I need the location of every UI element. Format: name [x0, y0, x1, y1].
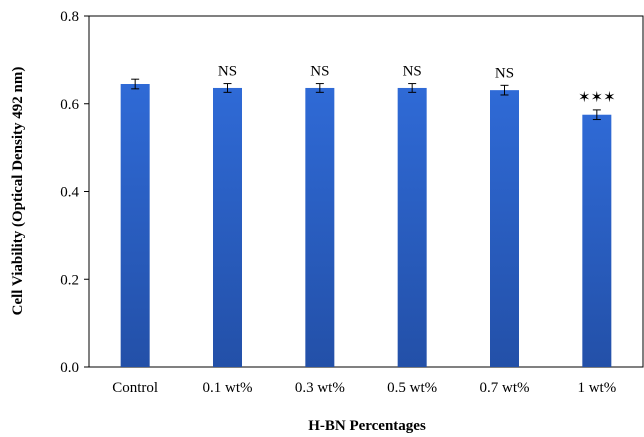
x-tick-label: 0.3 wt% — [295, 380, 345, 396]
bar — [582, 114, 612, 367]
significance-label: NS — [310, 64, 329, 80]
bar — [397, 87, 427, 367]
x-tick-label: 0.1 wt% — [203, 380, 253, 396]
bar — [305, 87, 335, 367]
y-axis-title: Cell Viability (Optical Density 492 nm) — [10, 67, 26, 316]
y-tick-label: 0.8 — [60, 9, 79, 25]
y-tick-label: 0.6 — [60, 97, 79, 113]
x-tick-label: Control — [112, 380, 158, 396]
y-tick-label: 0.4 — [60, 185, 79, 201]
bar — [120, 84, 150, 367]
significance-label: NS — [218, 64, 237, 80]
x-tick-label: 1 wt% — [577, 380, 616, 396]
plot-area: 0.0 0.2 0.4 0.6 0.8 Control 0.1 wt% NS 0.3 wt% NS… — [60, 9, 644, 396]
y-tick-label: 0.2 — [60, 272, 79, 288]
x-tick-label: 0.5 wt% — [387, 380, 437, 396]
bar — [490, 90, 519, 368]
x-axis-title: H-BN Percentages — [308, 418, 426, 434]
plot-frame — [88, 15, 644, 368]
significance-label: NS — [403, 64, 422, 80]
bar — [213, 87, 242, 367]
significance-label: ✶✶✶ — [578, 90, 616, 106]
x-tick-label: 0.7 wt% — [480, 380, 530, 396]
y-tick-label: 0.0 — [60, 360, 79, 376]
significance-label: NS — [495, 65, 514, 81]
